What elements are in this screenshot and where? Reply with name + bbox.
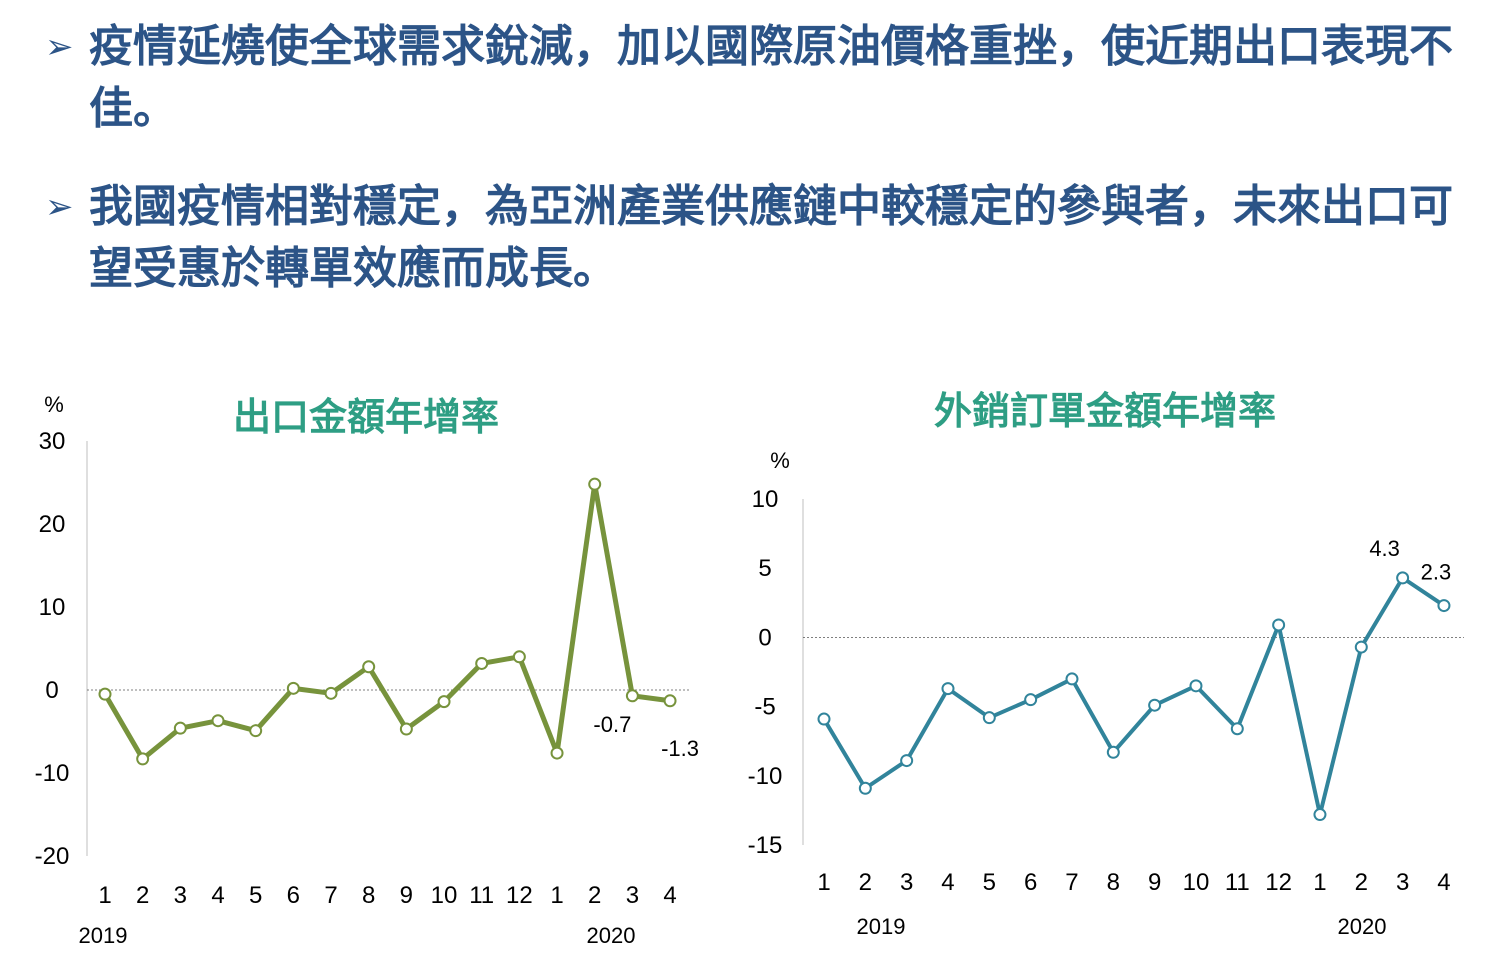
y-tick-label: 0 (45, 677, 58, 704)
year-label: 2019 (857, 914, 906, 939)
data-point (625, 689, 639, 703)
data-point (550, 746, 564, 760)
x-tick-label: 2 (859, 869, 872, 896)
data-label: -1.3 (661, 736, 699, 761)
data-point (663, 694, 677, 708)
y-tick-label: -10 (748, 763, 783, 790)
x-tick-label: 1 (550, 882, 563, 909)
x-tick-label: 11 (1225, 869, 1250, 896)
data-point (1313, 808, 1327, 822)
y-tick-label: -20 (35, 843, 70, 870)
x-tick-label: 3 (1396, 869, 1409, 896)
y-tick-label: 10 (752, 486, 779, 513)
year-label: 2020 (587, 923, 636, 948)
x-tick-label: 2 (136, 882, 149, 909)
data-point (900, 754, 914, 768)
y-tick-label: -5 (754, 694, 775, 721)
arrow-bullet-icon: ➢ (45, 187, 74, 227)
data-point (324, 686, 338, 700)
x-tick-label: 9 (1148, 869, 1161, 896)
x-tick-label: 4 (941, 869, 954, 896)
x-tick-label: 2 (1355, 869, 1368, 896)
data-point (1148, 698, 1162, 712)
x-tick-label: 8 (1107, 869, 1120, 896)
data-point (1354, 640, 1368, 654)
series-line (102, 481, 671, 762)
data-point (399, 722, 413, 736)
x-tick-label: 3 (626, 882, 639, 909)
data-point (136, 752, 150, 766)
x-tick-label: 10 (1183, 869, 1210, 896)
y-tick-label: -15 (748, 832, 783, 859)
y-tick-label: 0 (758, 624, 771, 651)
bullet-text: 疫情延燒使全球需求銳減，加以國際原油價格重挫，使近期出口表現不佳。 (89, 21, 1453, 134)
data-point (173, 721, 187, 735)
y-axis-unit: % (770, 448, 790, 473)
x-tick-label: 1 (817, 869, 830, 896)
data-point (249, 724, 263, 738)
data-point (941, 682, 955, 696)
y-tick-label: 10 (39, 594, 66, 621)
y-tick-label: -10 (35, 760, 70, 787)
data-label: 4.3 (1369, 536, 1400, 561)
data-point (817, 712, 831, 726)
x-tick-label: 12 (506, 882, 533, 909)
y-tick-label: 20 (39, 511, 66, 538)
y-tick-label: 30 (39, 428, 66, 455)
data-label: 2.3 (1421, 560, 1452, 585)
data-point (982, 711, 996, 725)
data-point (286, 681, 300, 695)
data-point (1189, 679, 1203, 693)
x-tick-label: 2 (588, 882, 601, 909)
x-tick-label: 7 (324, 882, 337, 909)
data-point (475, 656, 489, 670)
x-tick-label: 4 (1437, 869, 1450, 896)
data-point (1230, 722, 1244, 736)
x-tick-label: 3 (174, 882, 187, 909)
x-tick-label: 12 (1265, 869, 1292, 896)
x-tick-label: 10 (431, 882, 458, 909)
x-tick-label: 3 (900, 869, 913, 896)
data-label: -0.7 (593, 712, 631, 737)
chart-title: 外銷訂單金額年增率 (934, 389, 1276, 433)
x-tick-label: 6 (1024, 869, 1037, 896)
x-tick-label: 4 (211, 882, 224, 909)
data-point (512, 650, 526, 664)
data-point (1396, 571, 1410, 585)
data-point (1272, 618, 1286, 632)
year-label: 2020 (1338, 914, 1387, 939)
arrow-bullet-icon: ➢ (45, 27, 74, 67)
data-point (98, 687, 112, 701)
chart-title: 出口金額年增率 (233, 395, 499, 439)
data-point (437, 695, 451, 709)
data-point (1024, 693, 1038, 707)
x-tick-label: 1 (98, 882, 111, 909)
data-point (362, 660, 376, 674)
x-tick-label: 5 (249, 882, 262, 909)
x-tick-label: 1 (1313, 869, 1326, 896)
data-point (211, 714, 225, 728)
data-point (1065, 672, 1079, 686)
x-tick-label: 5 (983, 869, 996, 896)
series-line (822, 575, 1446, 817)
y-tick-label: 5 (758, 555, 771, 582)
data-point (858, 781, 872, 795)
x-tick-label: 9 (400, 882, 413, 909)
x-tick-label: 4 (663, 882, 676, 909)
x-tick-label: 7 (1065, 869, 1078, 896)
x-tick-label: 8 (362, 882, 375, 909)
y-axis-unit: % (44, 392, 64, 417)
x-tick-label: 6 (287, 882, 300, 909)
data-point (1437, 599, 1451, 613)
year-label: 2019 (79, 923, 128, 948)
x-tick-label: 11 (469, 882, 494, 909)
bullet-text: 我國疫情相對穩定，為亞洲產業供應鏈中較穩定的參與者，未來出口可望受惠於轉單效應而… (89, 181, 1453, 294)
data-point (588, 477, 602, 491)
data-point (1106, 745, 1120, 759)
